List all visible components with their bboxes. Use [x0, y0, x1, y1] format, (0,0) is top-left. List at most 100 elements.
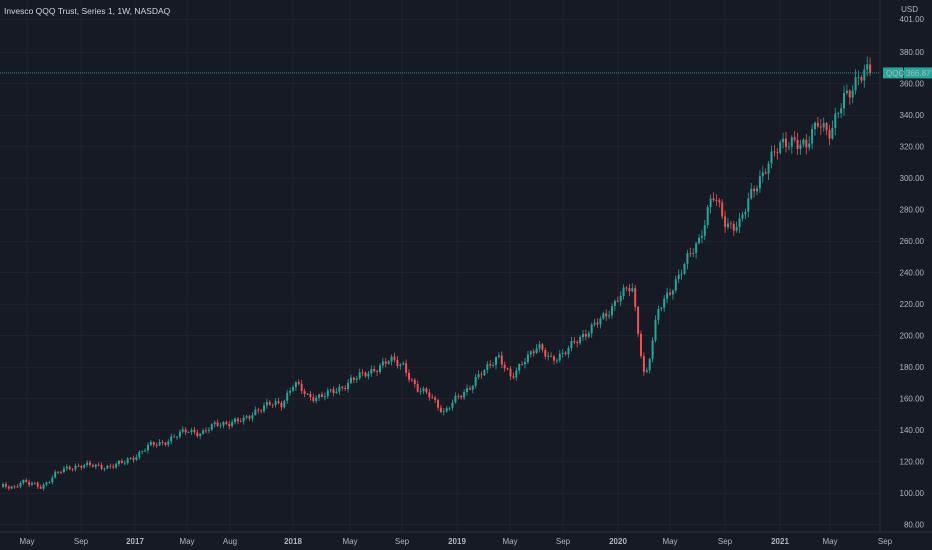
candle: [790, 137, 793, 147]
candle: [831, 127, 834, 139]
y-axis-currency-label: USD: [901, 5, 918, 14]
x-tick-label: May: [179, 537, 194, 546]
candle: [257, 409, 260, 411]
y-tick-label: 140.00: [900, 426, 925, 435]
candle: [744, 211, 747, 215]
candle: [692, 252, 695, 254]
candle: [364, 372, 367, 377]
candle: [811, 129, 814, 144]
candle: [547, 355, 550, 357]
candle: [526, 354, 529, 363]
candle: [245, 416, 248, 418]
candle: [413, 379, 416, 384]
candle: [869, 64, 872, 73]
candle: [509, 368, 512, 377]
candle: [396, 359, 399, 366]
candle: [622, 287, 625, 297]
candle: [773, 151, 776, 153]
candle: [857, 77, 860, 79]
candle: [265, 402, 268, 406]
candle: [738, 218, 741, 228]
candle: [173, 436, 176, 438]
candle: [312, 397, 315, 402]
candle: [640, 333, 642, 357]
candle: [718, 200, 721, 203]
candle: [306, 393, 309, 395]
candle: [776, 152, 779, 154]
candle: [683, 263, 686, 274]
candle: [422, 388, 425, 392]
x-tick-label: Sep: [556, 537, 571, 546]
candle: [698, 237, 700, 244]
candle: [753, 188, 756, 192]
candle: [132, 457, 135, 460]
x-axis: May Sep 2017 May Aug 2018 May Sep 2019 May Sep 2020…: [19, 537, 892, 546]
candle: [341, 386, 344, 388]
candle: [210, 424, 213, 430]
candle: [669, 292, 671, 295]
candle: [280, 402, 283, 408]
candle: [605, 313, 608, 317]
candle: [190, 429, 193, 432]
price-axis-background: [880, 0, 932, 532]
candle: [674, 279, 677, 291]
x-tick-label: Sep: [878, 537, 893, 546]
candle: [22, 479, 25, 483]
candle: [155, 444, 158, 446]
candle: [611, 306, 613, 316]
candle: [732, 223, 735, 231]
y-tick-label: 380.00: [900, 48, 925, 57]
candle: [289, 390, 292, 393]
candle: [474, 376, 477, 386]
candle: [352, 377, 355, 380]
candle: [428, 392, 431, 398]
candle: [202, 430, 205, 434]
candle: [758, 176, 761, 189]
candle: [187, 431, 190, 433]
candle: [51, 477, 54, 483]
candle: [582, 333, 584, 338]
candle: [178, 431, 181, 437]
candle: [468, 388, 471, 390]
candle: [402, 363, 405, 365]
candle: [7, 486, 10, 489]
candle: [228, 424, 231, 427]
candle: [535, 348, 538, 353]
candle: [74, 465, 77, 470]
candle: [408, 372, 410, 380]
x-tick-label: 2018: [284, 537, 302, 546]
candle: [54, 471, 57, 478]
candle: [80, 466, 83, 468]
candle: [834, 113, 837, 128]
candle: [33, 482, 36, 484]
candle: [695, 243, 698, 253]
candle: [729, 223, 732, 225]
candle: [524, 362, 526, 365]
candle: [158, 442, 161, 446]
candle: [515, 370, 518, 378]
candle: [625, 287, 628, 289]
candle: [135, 457, 138, 460]
candle: [236, 418, 239, 422]
candle: [60, 471, 62, 473]
candle: [379, 365, 381, 372]
candle: [176, 436, 178, 438]
candle: [292, 387, 294, 391]
candle: [31, 483, 33, 485]
candle: [466, 388, 468, 393]
y-tick-label: 320.00: [900, 143, 925, 152]
candle: [329, 389, 332, 391]
candle: [268, 402, 271, 405]
candle: [700, 235, 703, 238]
candle: [564, 352, 567, 355]
candle: [16, 486, 19, 488]
candle: [613, 300, 616, 307]
candle: [347, 382, 350, 390]
candle: [596, 322, 599, 325]
candle: [439, 407, 442, 412]
candle: [599, 318, 602, 325]
candle: [822, 123, 825, 128]
candle: [109, 465, 112, 467]
y-tick-label: 401.00: [900, 15, 925, 24]
